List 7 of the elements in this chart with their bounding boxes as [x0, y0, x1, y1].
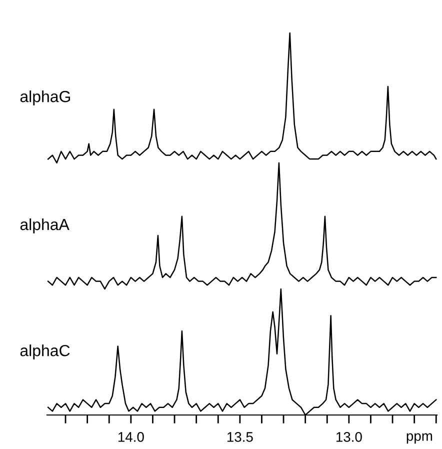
x-tick-label: 13.5: [227, 432, 253, 442]
text: alphaA: [20, 218, 70, 234]
x-tick-label: 13.0: [336, 432, 362, 442]
x-axis-title: ppm: [406, 433, 432, 444]
text: alphaG: [20, 90, 70, 106]
text: alphaC: [20, 344, 70, 360]
x-tick-label: 14.0: [118, 432, 144, 442]
